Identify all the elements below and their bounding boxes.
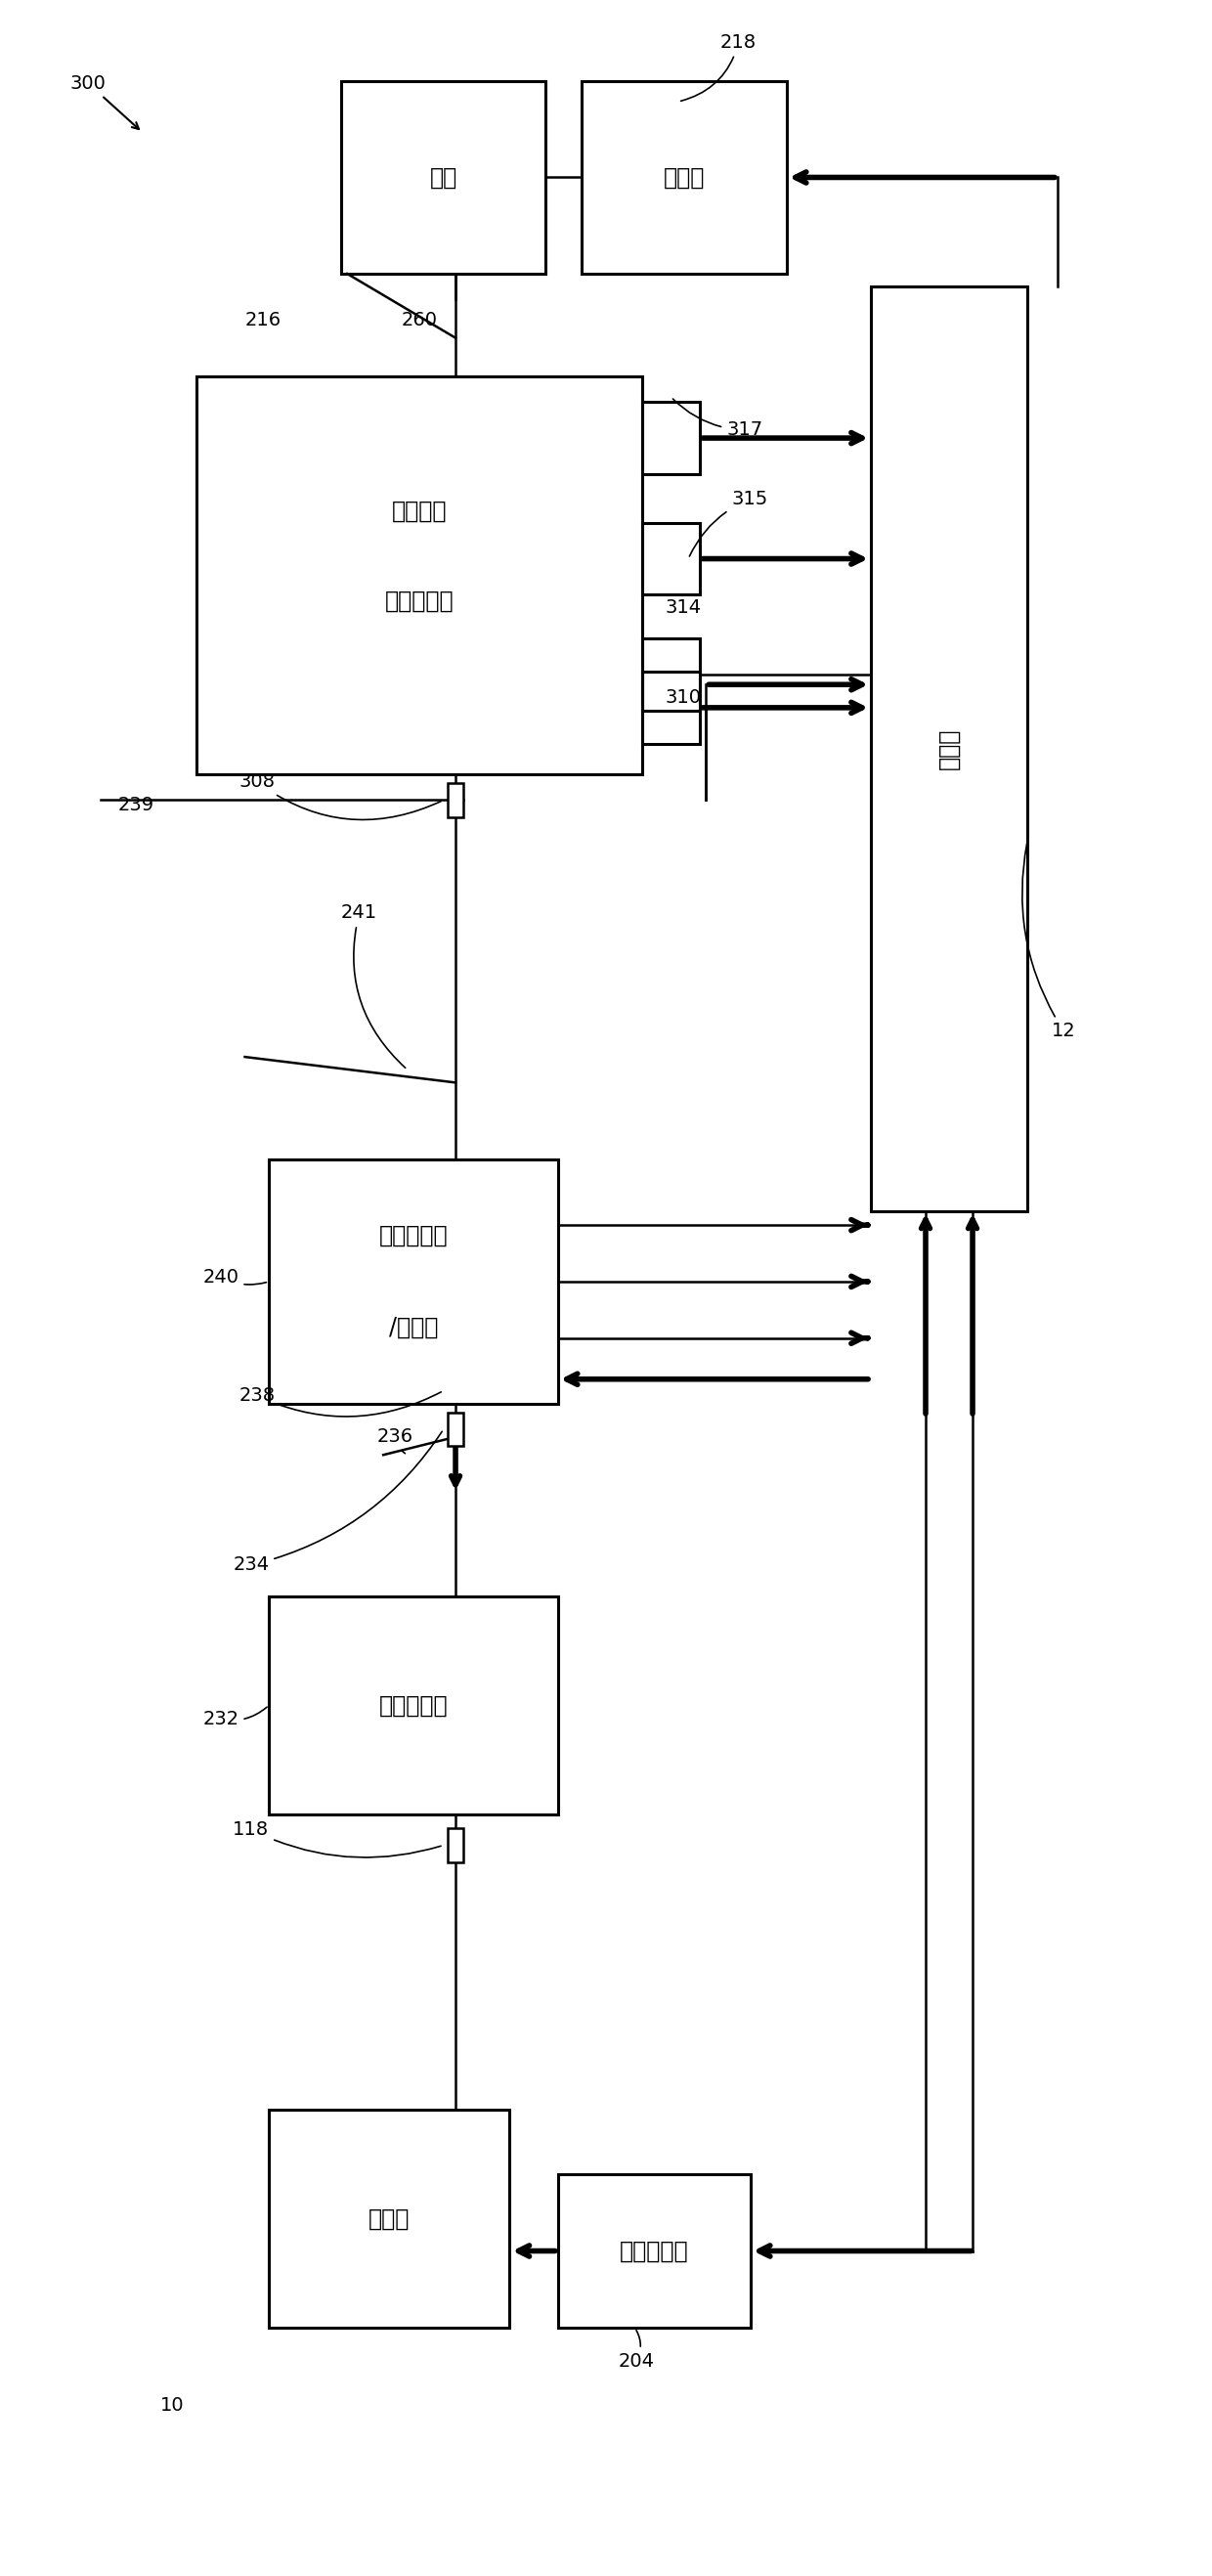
Text: 控制器: 控制器: [937, 729, 961, 770]
Bar: [341, 80, 545, 273]
Text: 车轮: 车轮: [430, 165, 457, 188]
Bar: [558, 2174, 750, 2329]
Text: 308: 308: [239, 773, 441, 819]
Text: 234: 234: [233, 1432, 442, 1574]
Text: 315: 315: [690, 489, 767, 556]
Text: 300: 300: [70, 75, 139, 129]
Bar: [871, 286, 1028, 1211]
Text: 239: 239: [119, 796, 155, 814]
Bar: [642, 672, 699, 744]
Text: 双离合器: 双离合器: [391, 500, 447, 523]
Text: 12: 12: [1022, 845, 1075, 1041]
Text: 中间耦合器: 中间耦合器: [385, 590, 454, 613]
Text: 扭矩致动器: 扭矩致动器: [619, 2239, 688, 2262]
Text: 260: 260: [401, 312, 438, 330]
Bar: [196, 376, 642, 775]
Text: 241: 241: [341, 904, 405, 1069]
Text: 314: 314: [665, 598, 702, 616]
Text: 集成起动机: 集成起动机: [379, 1224, 448, 1247]
Text: 制动器: 制动器: [663, 165, 705, 188]
Bar: [447, 783, 463, 817]
Bar: [582, 80, 787, 273]
Text: 118: 118: [233, 1821, 441, 1857]
Bar: [642, 402, 699, 474]
Text: 232: 232: [202, 1708, 267, 1728]
Text: 204: 204: [618, 2331, 654, 2370]
Bar: [269, 2110, 510, 2329]
Bar: [447, 1412, 463, 1445]
Bar: [642, 523, 699, 595]
Bar: [269, 1159, 558, 1404]
Text: 216: 216: [245, 312, 281, 330]
Text: 240: 240: [202, 1267, 267, 1288]
Text: 10: 10: [160, 2396, 184, 2414]
Bar: [642, 639, 699, 711]
Text: 238: 238: [239, 1386, 441, 1417]
Bar: [269, 1597, 558, 1814]
Text: 发动机: 发动机: [368, 2208, 410, 2231]
Text: 218: 218: [681, 33, 756, 100]
Text: 310: 310: [665, 688, 701, 706]
Bar: [447, 1829, 463, 1862]
Text: 236: 236: [377, 1427, 413, 1453]
Text: /发电机: /发电机: [389, 1316, 438, 1340]
Text: 双质量飞轮: 双质量飞轮: [379, 1692, 448, 1718]
Text: 317: 317: [673, 399, 762, 440]
